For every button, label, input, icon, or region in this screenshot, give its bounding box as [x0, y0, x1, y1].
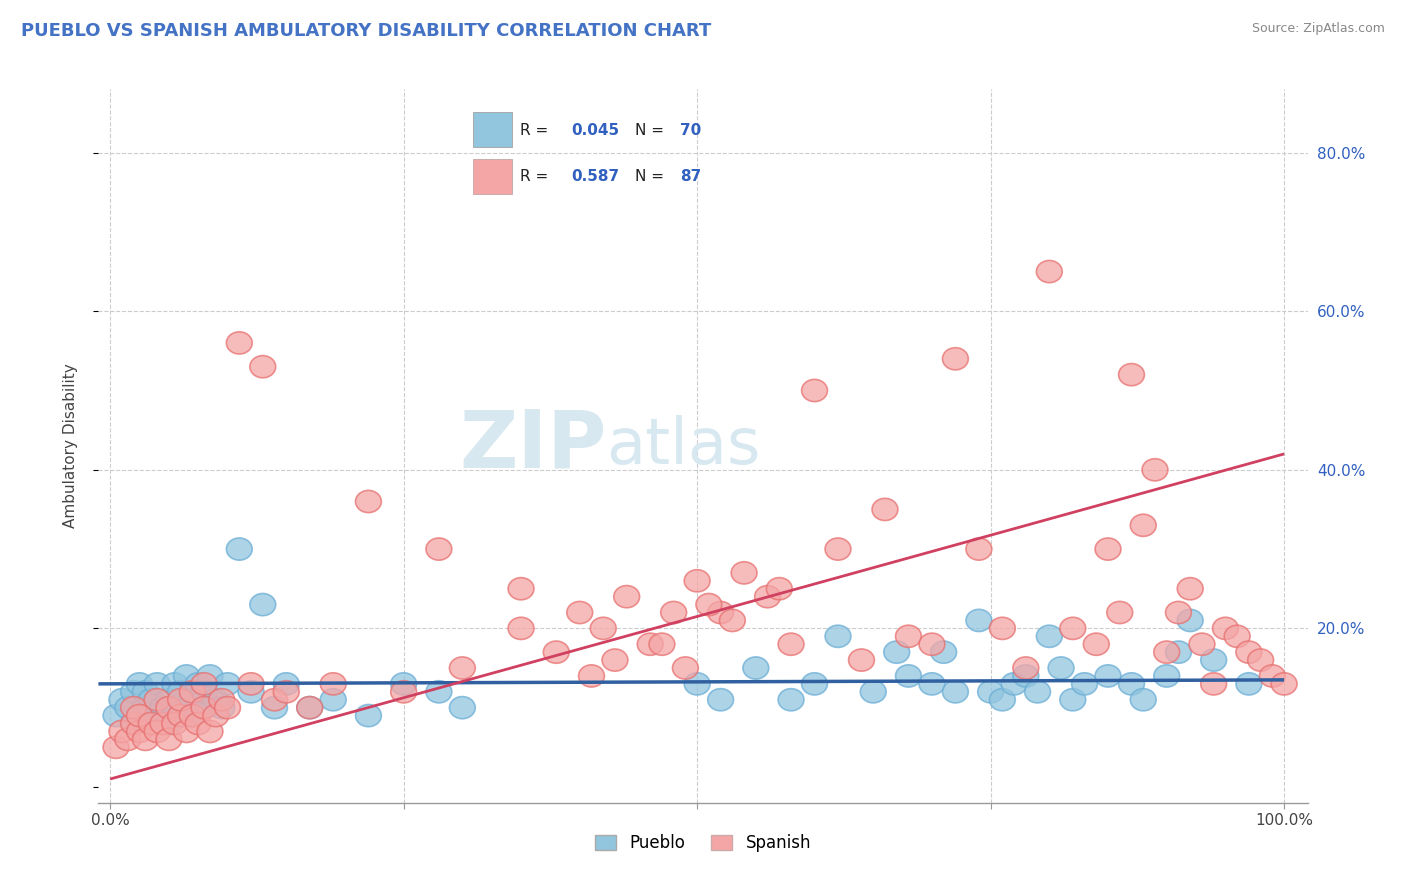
Y-axis label: Ambulatory Disability: Ambulatory Disability	[63, 364, 77, 528]
Text: PUEBLO VS SPANISH AMBULATORY DISABILITY CORRELATION CHART: PUEBLO VS SPANISH AMBULATORY DISABILITY …	[21, 22, 711, 40]
Text: ZIP: ZIP	[458, 407, 606, 485]
Text: Source: ZipAtlas.com: Source: ZipAtlas.com	[1251, 22, 1385, 36]
Legend: Pueblo, Spanish: Pueblo, Spanish	[588, 828, 818, 859]
Text: atlas: atlas	[606, 415, 761, 477]
